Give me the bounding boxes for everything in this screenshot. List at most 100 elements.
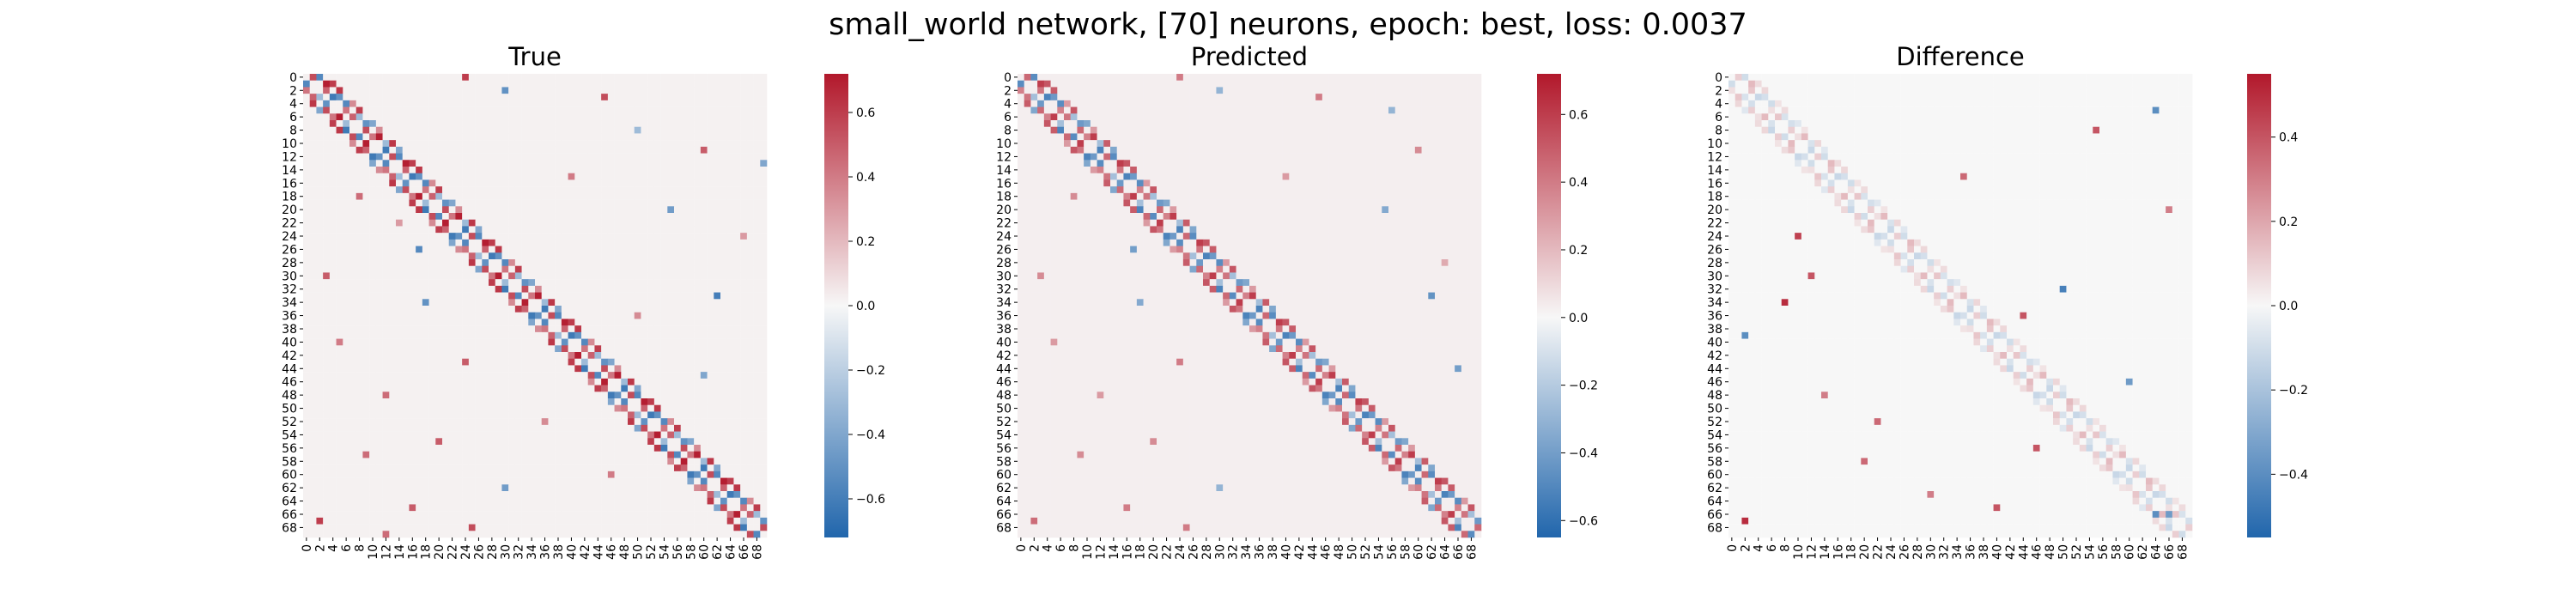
heatmap-cell: [740, 120, 748, 128]
heatmap-cell: [489, 338, 496, 346]
heatmap-cell: [740, 385, 748, 392]
heatmap-cell: [343, 491, 350, 499]
heatmap-cell: [475, 153, 483, 161]
heatmap-cell: [614, 385, 622, 392]
heatmap-cell: [323, 372, 331, 379]
heatmap-cell: [581, 80, 589, 88]
heatmap-cell: [548, 458, 556, 465]
heatmap-cell: [343, 199, 350, 207]
heatmap-cell: [482, 418, 489, 426]
heatmap-cell: [694, 470, 702, 478]
heatmap-cell: [462, 186, 470, 194]
heatmap-cell: [568, 511, 575, 519]
heatmap-cell: [568, 199, 575, 207]
heatmap-cell: [601, 345, 609, 353]
heatmap-cell: [628, 106, 635, 114]
heatmap-cell: [746, 299, 754, 307]
heatmap-cell: [653, 352, 661, 360]
heatmap-cell: [634, 206, 641, 214]
heatmap-cell: [667, 199, 675, 207]
heatmap-cell: [508, 398, 516, 406]
heatmap-cell: [468, 233, 476, 240]
heatmap-cell: [528, 106, 536, 114]
heatmap-cell: [760, 458, 768, 465]
heatmap-cell: [382, 438, 390, 446]
heatmap-cell: [548, 338, 556, 346]
heatmap-cell: [674, 179, 682, 187]
heatmap-cell: [647, 239, 655, 246]
heatmap-cell: [501, 378, 509, 385]
heatmap-cell: [714, 464, 721, 472]
heatmap-cell: [647, 477, 655, 485]
heatmap-cell: [362, 392, 370, 399]
heatmap-cell: [694, 233, 702, 240]
heatmap-cell: [607, 94, 615, 101]
heatmap-cell: [726, 464, 734, 472]
heatmap-cell: [594, 153, 602, 161]
heatmap-cell: [343, 265, 350, 273]
heatmap-cell: [680, 470, 688, 478]
heatmap-cell: [489, 153, 496, 161]
heatmap-cell: [528, 470, 536, 478]
heatmap-cell: [462, 167, 470, 174]
heatmap-cell: [329, 438, 337, 446]
heatmap-cell: [680, 292, 688, 300]
heatmap-cell: [508, 424, 516, 432]
heatmap-cell: [555, 186, 562, 194]
heatmap-cell: [402, 106, 410, 114]
heatmap-cell: [714, 285, 721, 293]
heatmap-cell: [514, 511, 522, 519]
y-tick-label: 4: [289, 98, 297, 112]
heatmap-cell: [634, 445, 641, 452]
heatmap-cell: [316, 206, 324, 214]
heatmap-cell: [574, 404, 582, 412]
heatmap-cell: [641, 464, 648, 472]
heatmap-cell: [514, 331, 522, 339]
heatmap-cell: [760, 160, 768, 167]
heatmap-cell: [581, 265, 589, 273]
heatmap-cell: [601, 106, 609, 114]
heatmap-cell: [667, 325, 675, 333]
heatmap-cell: [508, 306, 516, 313]
heatmap-cell: [316, 192, 324, 200]
heatmap-cell: [495, 239, 502, 246]
heatmap-cell: [495, 477, 502, 485]
heatmap-cell: [680, 213, 688, 221]
heatmap-cell: [581, 87, 589, 94]
heatmap-cell: [574, 464, 582, 472]
heatmap-cell: [442, 445, 450, 452]
heatmap-cell: [760, 497, 768, 505]
heatmap-cell: [396, 470, 404, 478]
heatmap-cell: [680, 252, 688, 260]
heatmap-cell: [581, 511, 589, 519]
heatmap-cell: [746, 352, 754, 360]
heatmap-cell: [653, 192, 661, 200]
heatmap-cell: [714, 418, 721, 426]
heatmap-cell: [707, 365, 714, 373]
heatmap-cell: [700, 74, 708, 82]
heatmap-cell: [641, 504, 648, 512]
heatmap-cell: [680, 126, 688, 134]
heatmap-cell: [694, 87, 702, 94]
heatmap-cell: [714, 246, 721, 253]
heatmap-cell: [746, 345, 754, 353]
heatmap-cell: [720, 113, 728, 121]
heatmap-cell: [375, 312, 383, 319]
heatmap-cell: [435, 325, 443, 333]
heatmap-cell: [634, 259, 641, 267]
heatmap-cell: [687, 252, 695, 260]
heatmap-cell: [495, 504, 502, 512]
heatmap-cell: [641, 140, 648, 148]
heatmap-cell: [396, 133, 404, 141]
heatmap-cell: [462, 372, 470, 379]
heatmap-cell: [489, 160, 496, 167]
heatmap-cell: [462, 192, 470, 200]
heatmap-cell: [369, 87, 377, 94]
heatmap-cell: [508, 345, 516, 353]
heatmap-cell: [369, 167, 377, 174]
heatmap-cell: [720, 404, 728, 412]
heatmap-cell: [521, 531, 529, 538]
heatmap-cell: [455, 404, 463, 412]
heatmap-cell: [647, 87, 655, 94]
heatmap-cell: [760, 411, 768, 419]
